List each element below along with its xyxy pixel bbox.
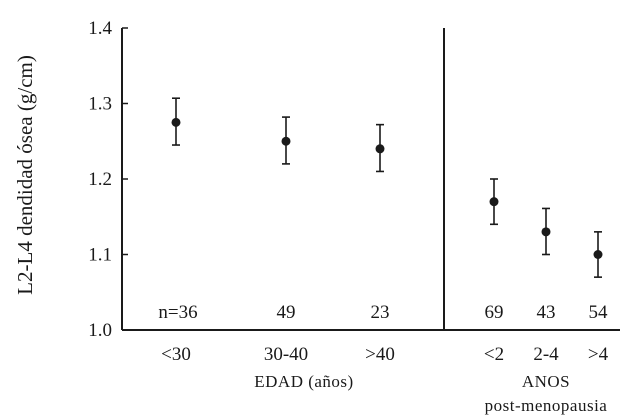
y-tick-label: 1.0 [88, 320, 112, 341]
y-tick-label: 1.4 [88, 18, 112, 39]
chart-labels: 1.0 1.1 1.2 1.3 1.4 L2-L4 dendidad ósea (g/cm… [13, 18, 609, 415]
x-group-label: ANOS [522, 372, 570, 391]
x-category-label: 2-4 [533, 344, 559, 365]
x-category-label: <30 [161, 344, 191, 365]
x-category-label: <2 [484, 344, 504, 365]
x-category-label: >40 [365, 344, 395, 365]
data-point [541, 227, 551, 237]
data-point [489, 197, 499, 207]
sample-size-label: 43 [537, 302, 556, 323]
data-point [281, 136, 291, 146]
sample-size-label: 23 [371, 302, 390, 323]
y-tick-label: 1.2 [88, 169, 112, 190]
data-point [171, 117, 181, 127]
chart-axes [121, 27, 620, 331]
sample-size-label: 69 [485, 302, 504, 323]
y-tick-label: 1.1 [88, 245, 112, 266]
chart-marks [171, 97, 603, 278]
x-group-sublabel: post-menopausia [485, 396, 608, 415]
sample-size-label: 54 [589, 302, 609, 323]
sample-size-label: n=36 [158, 302, 197, 323]
x-category-label: >4 [588, 344, 609, 365]
y-axis-title: L2-L4 dendidad ósea (g/cm) [13, 55, 37, 295]
x-category-label: 30-40 [264, 344, 308, 365]
sample-size-label: 49 [277, 302, 296, 323]
data-point [593, 250, 603, 259]
y-tick-label: 1.3 [88, 94, 112, 115]
data-point [375, 144, 385, 154]
x-group-label: EDAD (años) [254, 372, 353, 391]
